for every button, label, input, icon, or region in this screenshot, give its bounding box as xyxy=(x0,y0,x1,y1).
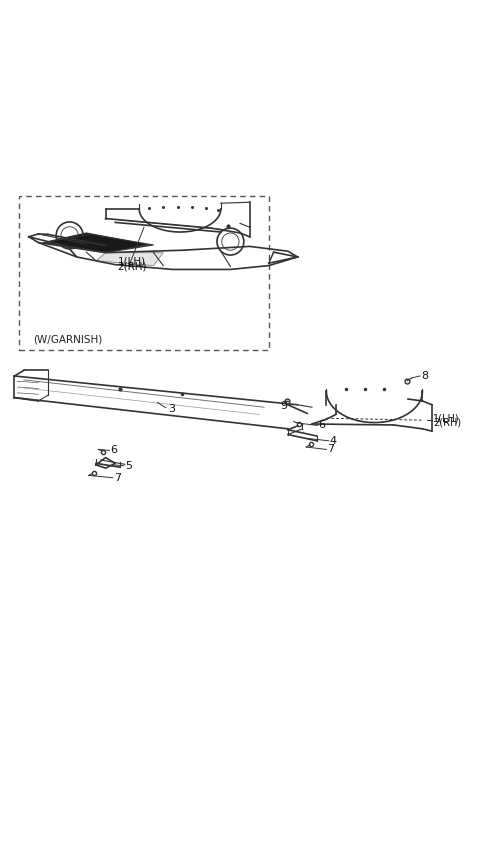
Text: 1(LH): 1(LH) xyxy=(433,413,459,423)
Polygon shape xyxy=(48,233,144,252)
Text: 2(RH): 2(RH) xyxy=(433,417,461,427)
Text: 5: 5 xyxy=(125,460,132,471)
Text: 7: 7 xyxy=(327,444,335,455)
Text: 3: 3 xyxy=(168,404,175,414)
Text: (W/GARNISH): (W/GARNISH) xyxy=(34,335,103,345)
Polygon shape xyxy=(43,234,154,253)
Text: 8: 8 xyxy=(421,371,428,381)
Text: 6: 6 xyxy=(110,445,118,455)
Text: 7: 7 xyxy=(114,473,121,483)
Text: 1(LH): 1(LH) xyxy=(118,257,146,267)
Text: 9: 9 xyxy=(280,401,287,410)
Text: 4: 4 xyxy=(330,436,337,446)
Text: 2(RH): 2(RH) xyxy=(118,261,147,271)
Text: 6: 6 xyxy=(319,421,326,431)
Polygon shape xyxy=(96,253,163,265)
